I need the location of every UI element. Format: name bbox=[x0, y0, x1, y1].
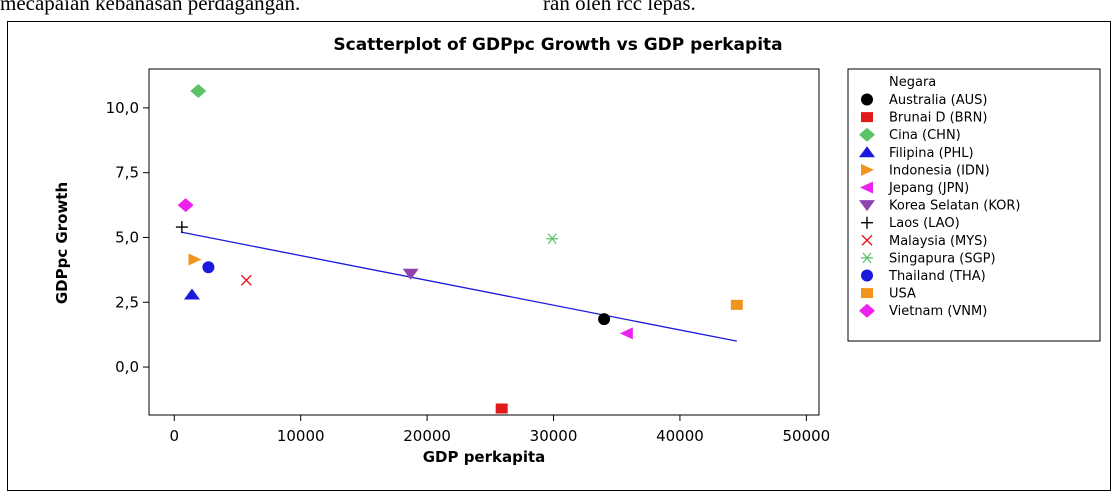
scatter-chart: Scatterplot of GDPpc Growth vs GDP perka… bbox=[53, 35, 1101, 466]
legend-items: Australia (AUS) Brunai D (BRN) Cina (CHN) F… bbox=[859, 93, 1020, 319]
x-axis: 0 10000 20000 30000 40000 50000 bbox=[170, 415, 830, 445]
y-tick-label: 5,0 bbox=[115, 228, 139, 246]
legend-marker-jepang-jpn bbox=[860, 181, 873, 194]
legend-marker-thailand-tha bbox=[861, 269, 873, 282]
legend-marker-cina-chn bbox=[859, 127, 875, 142]
legend-label-korea-selatan-kor: Korea Selatan (KOR) bbox=[889, 199, 1020, 214]
point-brunai-d-brn bbox=[495, 403, 508, 414]
point-jepang-jpn bbox=[619, 327, 633, 340]
legend-marker-brunai-d-brn bbox=[861, 112, 873, 123]
regression-line bbox=[181, 231, 737, 342]
chart-title: Scatterplot of GDPpc Growth vs GDP perka… bbox=[333, 35, 782, 55]
legend-marker-australia-aus bbox=[861, 93, 873, 106]
data-points bbox=[175, 84, 743, 414]
x-tick-label: 20000 bbox=[403, 427, 451, 445]
legend-marker-korea-selatan-kor bbox=[859, 200, 875, 212]
y-axis: 0,0 2,5 5,0 7,5 10,0 bbox=[106, 99, 149, 376]
legend-label-usa: USA bbox=[889, 287, 916, 302]
legend-marker-usa bbox=[861, 288, 873, 299]
legend-label-brunai-d-brn: Brunai D (BRN) bbox=[889, 111, 987, 126]
legend-label-filipina-phl: Filipina (PHL) bbox=[889, 146, 974, 161]
legend-marker-filipina-phl bbox=[859, 146, 875, 158]
point-australia-aus bbox=[598, 313, 611, 326]
y-tick-label: 7,5 bbox=[115, 164, 139, 182]
y-tick-label: 10,0 bbox=[106, 99, 139, 117]
legend-box bbox=[847, 68, 1101, 342]
point-malaysia-mys bbox=[240, 274, 252, 286]
legend-marker-malaysia-mys bbox=[861, 234, 873, 246]
point-cina-chn bbox=[190, 84, 207, 99]
point-indonesia-idn bbox=[188, 253, 202, 266]
x-tick-label: 30000 bbox=[530, 427, 578, 445]
y-axis-label: GDPpc Growth bbox=[53, 182, 71, 304]
legend-marker-singapura-sgp bbox=[861, 252, 873, 264]
x-tick-label: 10000 bbox=[277, 427, 325, 445]
point-singapura-sgp bbox=[546, 233, 559, 245]
legend-label-singapura-sgp: Singapura (SGP) bbox=[889, 251, 996, 266]
point-usa bbox=[730, 299, 743, 310]
point-vietnam-vnm bbox=[177, 198, 194, 213]
legend-label-vietnam-vnm: Vietnam (VNM) bbox=[889, 304, 987, 319]
legend-label-australia-aus: Australia (AUS) bbox=[889, 93, 987, 108]
point-korea-selatan-kor bbox=[402, 268, 419, 280]
legend-label-indonesia-idn: Indonesia (IDN) bbox=[889, 163, 990, 178]
x-tick-label: 50000 bbox=[782, 427, 830, 445]
legend-marker-laos-lao bbox=[861, 216, 873, 229]
point-laos-lao bbox=[175, 221, 188, 234]
legend-marker-indonesia-idn bbox=[861, 163, 874, 176]
legend-label-jepang-jpn: Jepang (JPN) bbox=[888, 181, 969, 196]
regression-line-group bbox=[181, 231, 737, 342]
y-tick-label: 2,5 bbox=[115, 293, 139, 311]
page-text-left: mecapaian kebanasan perdagangan. bbox=[0, 0, 301, 15]
legend-label-laos-lao: Laos (LAO) bbox=[889, 216, 960, 231]
plot-area bbox=[148, 68, 820, 416]
page-text-right: ran oleh rcc lepas. bbox=[543, 0, 696, 15]
point-filipina-phl bbox=[183, 288, 200, 300]
legend-marker-vietnam-vnm bbox=[859, 303, 875, 318]
legend-label-cina-chn: Cina (CHN) bbox=[889, 128, 961, 143]
legend-title: Negara bbox=[889, 75, 936, 90]
legend-label-thailand-tha: Thailand (THA) bbox=[888, 269, 986, 284]
legend: Negara Australia (AUS) Brunai D (BRN) Cina… bbox=[847, 68, 1101, 342]
x-tick-label: 0 bbox=[170, 427, 180, 445]
x-axis-label: GDP perkapita bbox=[423, 448, 546, 466]
page-text-fragment: mecapaian kebanasan perdagangan. ran ole… bbox=[0, 0, 696, 16]
y-tick-label: 0,0 bbox=[115, 358, 139, 376]
x-tick-label: 40000 bbox=[656, 427, 704, 445]
legend-label-malaysia-mys: Malaysia (MYS) bbox=[889, 234, 988, 249]
point-thailand-tha bbox=[202, 261, 215, 274]
